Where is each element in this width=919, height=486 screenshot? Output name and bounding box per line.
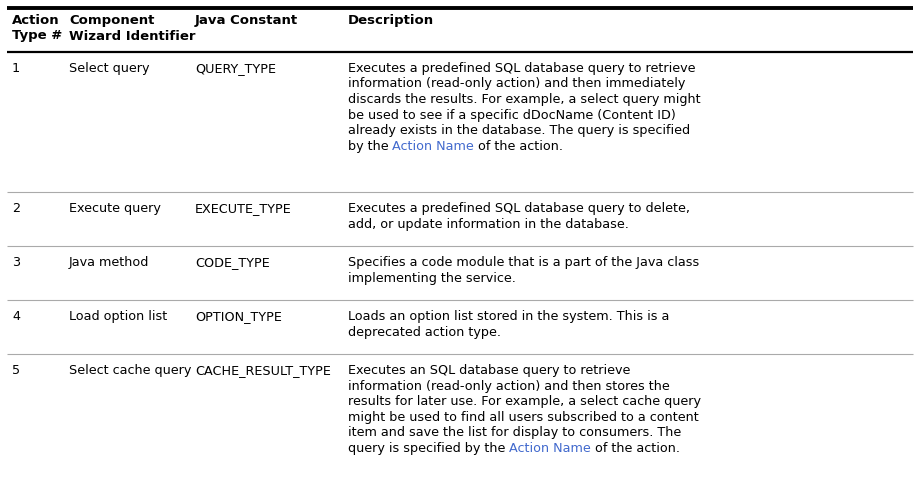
Text: information (read-only action) and then stores the: information (read-only action) and then … <box>347 380 669 393</box>
Text: 5: 5 <box>12 364 20 377</box>
Text: CACHE_RESULT_TYPE: CACHE_RESULT_TYPE <box>195 364 331 377</box>
Text: deprecated action type.: deprecated action type. <box>347 326 500 339</box>
Text: add, or update information in the database.: add, or update information in the databa… <box>347 218 628 230</box>
Text: Component: Component <box>69 14 154 27</box>
Text: Select query: Select query <box>69 62 150 75</box>
Text: CODE_TYPE: CODE_TYPE <box>195 256 269 269</box>
Text: discards the results. For example, a select query might: discards the results. For example, a sel… <box>347 93 699 106</box>
Text: results for later use. For example, a select cache query: results for later use. For example, a se… <box>347 395 700 408</box>
Text: Executes a predefined SQL database query to retrieve: Executes a predefined SQL database query… <box>347 62 695 75</box>
Text: 3: 3 <box>12 256 20 269</box>
Text: by the: by the <box>347 139 392 153</box>
Text: Loads an option list stored in the system. This is a: Loads an option list stored in the syste… <box>347 310 668 323</box>
Text: Java Constant: Java Constant <box>195 14 298 27</box>
Text: Action Name: Action Name <box>508 441 590 454</box>
Text: already exists in the database. The query is specified: already exists in the database. The quer… <box>347 124 689 137</box>
Text: might be used to find all users subscribed to a content: might be used to find all users subscrib… <box>347 411 698 423</box>
Text: Type #: Type # <box>12 30 62 42</box>
Text: Executes an SQL database query to retrieve: Executes an SQL database query to retrie… <box>347 364 630 377</box>
Text: OPTION_TYPE: OPTION_TYPE <box>195 310 281 323</box>
Text: Action Name: Action Name <box>392 139 473 153</box>
Text: of the action.: of the action. <box>590 441 679 454</box>
Text: 2: 2 <box>12 202 20 215</box>
Text: item and save the list for display to consumers. The: item and save the list for display to co… <box>347 426 680 439</box>
Text: of the action.: of the action. <box>473 139 562 153</box>
Text: be used to see if a specific dDocName (Content ID): be used to see if a specific dDocName (C… <box>347 108 675 122</box>
Text: query is specified by the: query is specified by the <box>347 441 508 454</box>
Text: information (read-only action) and then immediately: information (read-only action) and then … <box>347 77 685 90</box>
Text: Java method: Java method <box>69 256 149 269</box>
Text: Action: Action <box>12 14 60 27</box>
Text: QUERY_TYPE: QUERY_TYPE <box>195 62 276 75</box>
Text: Wizard Identifier: Wizard Identifier <box>69 30 196 42</box>
Text: implementing the service.: implementing the service. <box>347 272 515 284</box>
Text: EXECUTE_TYPE: EXECUTE_TYPE <box>195 202 291 215</box>
Text: Executes a predefined SQL database query to delete,: Executes a predefined SQL database query… <box>347 202 689 215</box>
Text: Load option list: Load option list <box>69 310 167 323</box>
Text: Execute query: Execute query <box>69 202 161 215</box>
Text: 1: 1 <box>12 62 20 75</box>
Text: Specifies a code module that is a part of the Java class: Specifies a code module that is a part o… <box>347 256 698 269</box>
Text: Description: Description <box>347 14 434 27</box>
Text: 4: 4 <box>12 310 20 323</box>
Text: Select cache query: Select cache query <box>69 364 191 377</box>
